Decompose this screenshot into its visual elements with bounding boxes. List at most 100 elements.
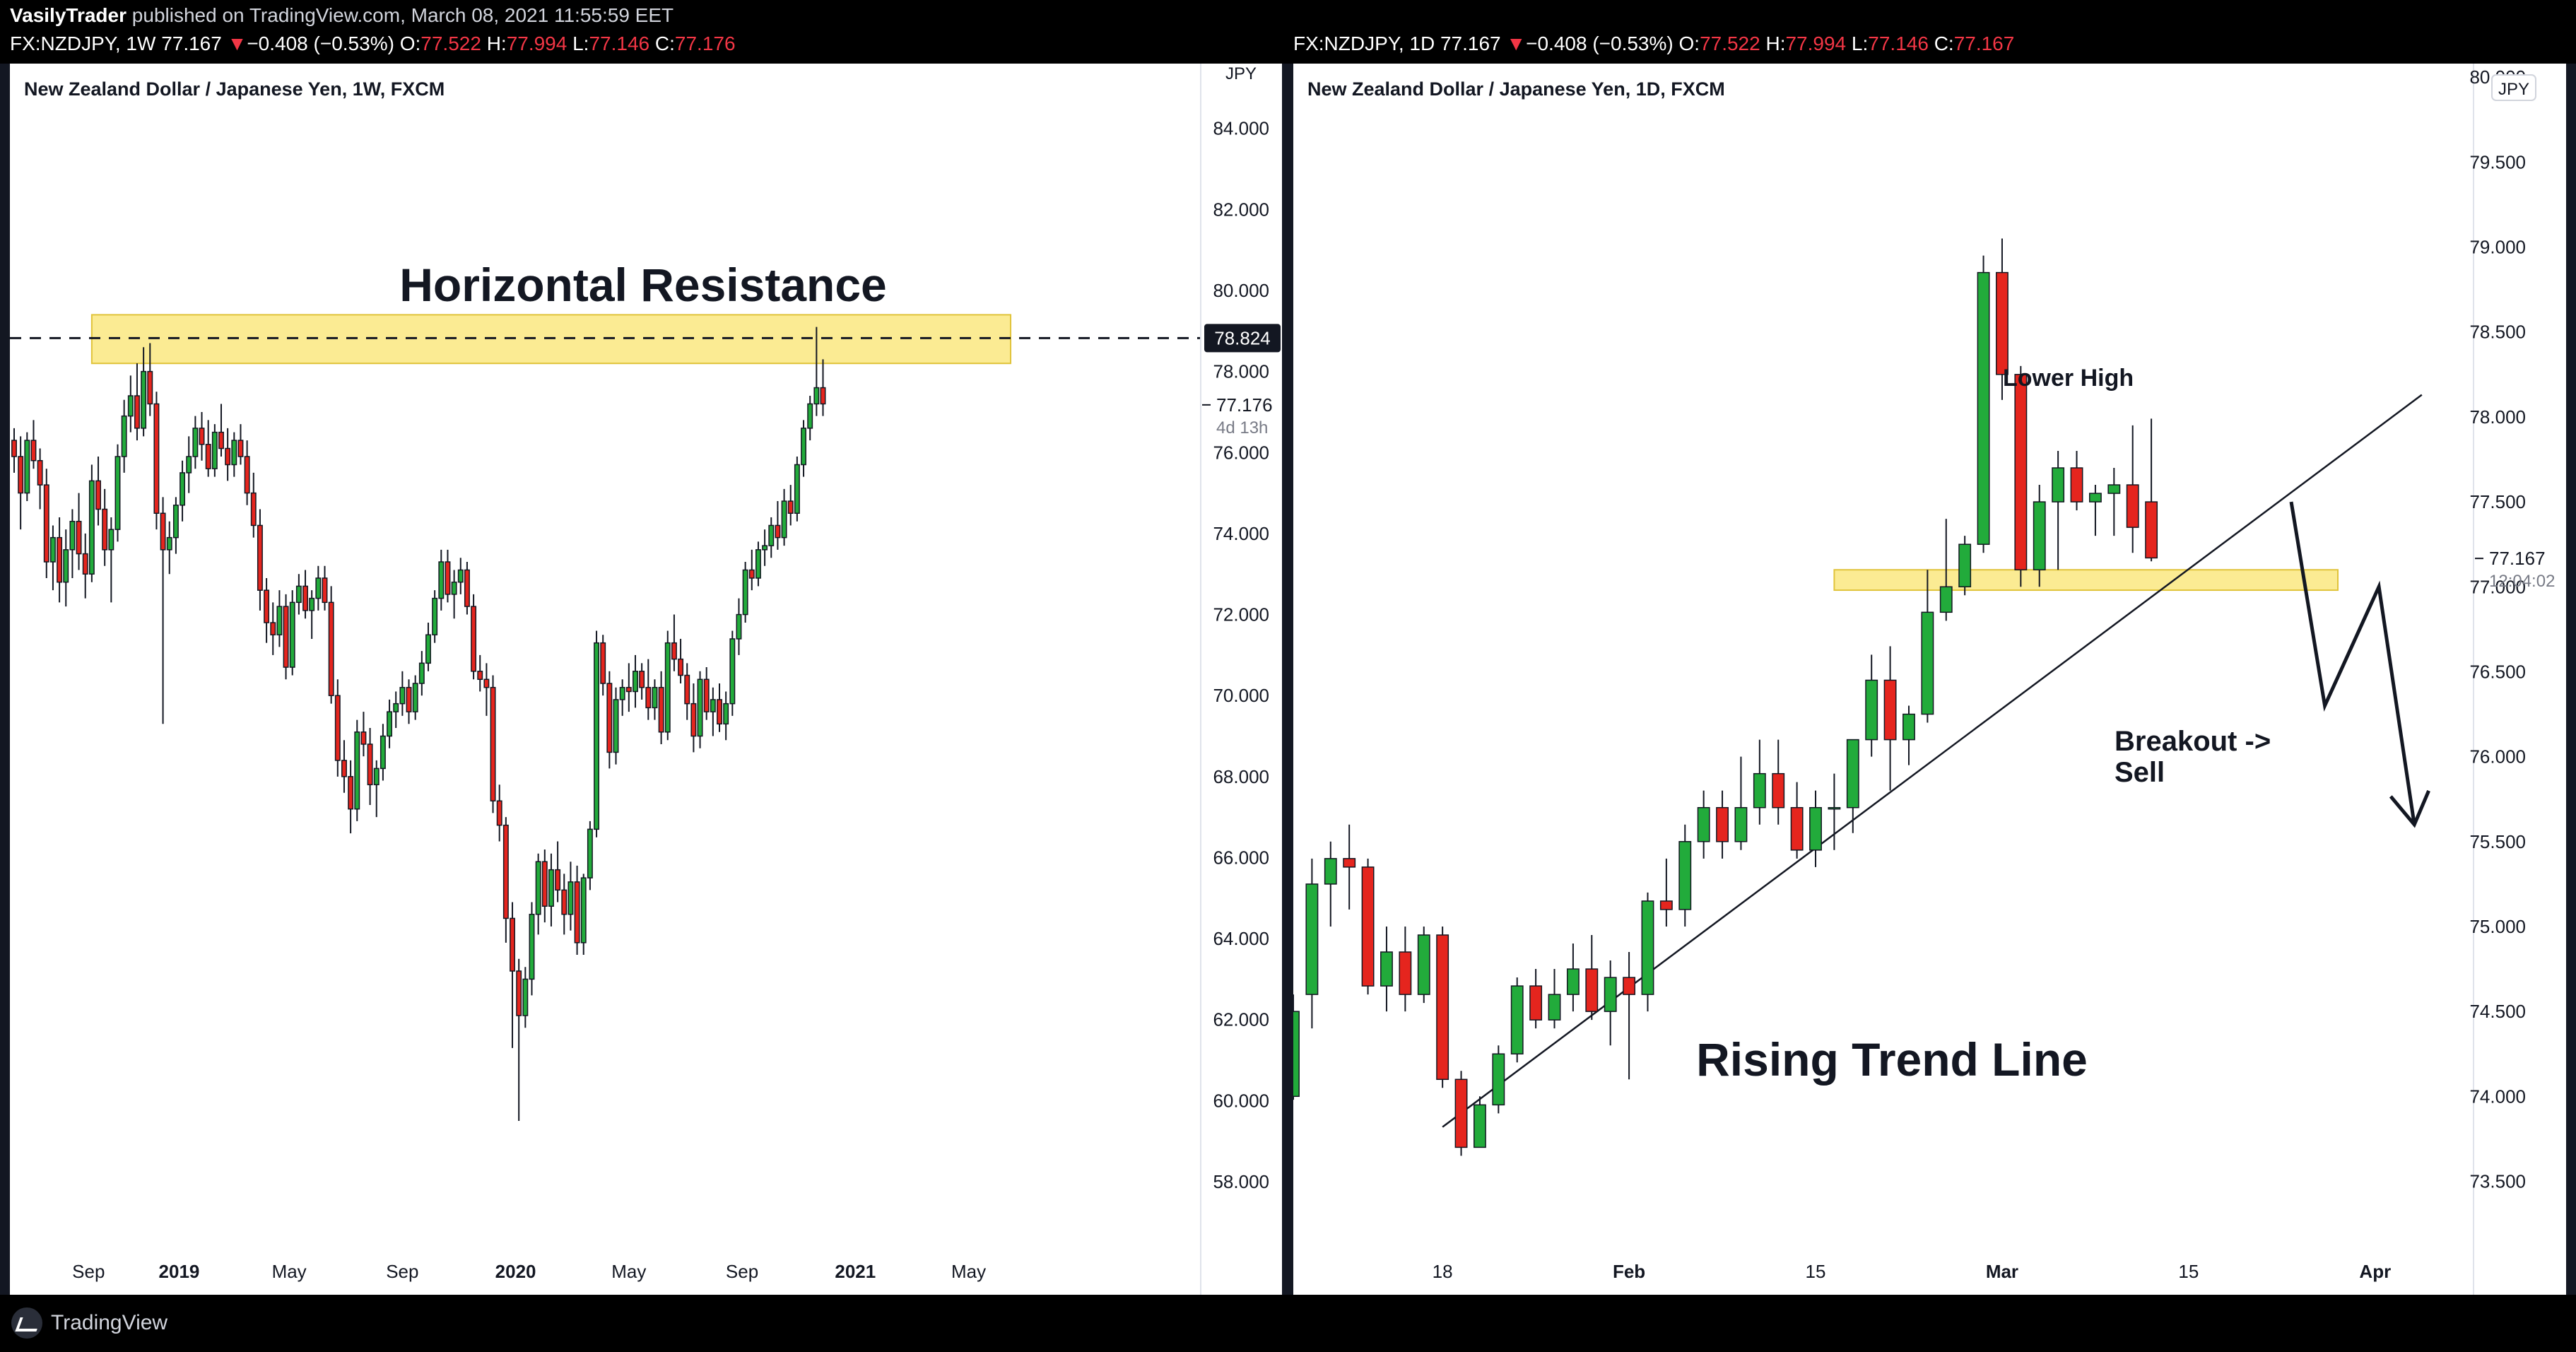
daily-time-axis[interactable]: 18 Feb 15 Mar 15 Apr xyxy=(1433,1261,2392,1282)
candle[interactable] xyxy=(787,485,794,526)
candle[interactable] xyxy=(619,679,625,716)
candle[interactable] xyxy=(664,630,671,741)
candle[interactable] xyxy=(95,457,101,526)
candle[interactable] xyxy=(2052,450,2065,570)
candle[interactable] xyxy=(283,594,289,680)
candle[interactable] xyxy=(432,590,438,643)
candle[interactable] xyxy=(1828,773,1841,850)
candle[interactable] xyxy=(464,562,470,615)
candle[interactable] xyxy=(457,558,464,594)
candle[interactable] xyxy=(1474,1096,1486,1148)
candle[interactable] xyxy=(490,675,496,813)
candle[interactable] xyxy=(502,817,509,943)
candle[interactable] xyxy=(88,464,95,582)
weekly-time-axis[interactable]: Sep 2019 May Sep 2020 May Sep 2021 May xyxy=(72,1261,986,1282)
candle[interactable] xyxy=(742,562,748,623)
candle[interactable] xyxy=(516,958,522,1122)
candle[interactable] xyxy=(373,760,380,818)
candle[interactable] xyxy=(309,590,315,639)
candle[interactable] xyxy=(114,444,121,542)
candle[interactable] xyxy=(134,363,140,441)
candle[interactable] xyxy=(380,724,386,781)
candle[interactable] xyxy=(762,529,768,566)
candle[interactable] xyxy=(1604,960,1617,1046)
author-name[interactable]: VasilyTrader xyxy=(10,4,127,26)
weekly-chart-panel[interactable]: 58.000 60.000 62.000 64.000 66.000 68.000 70.0… xyxy=(10,64,1282,1295)
candle[interactable] xyxy=(354,719,360,821)
rising-trend-line[interactable] xyxy=(1442,394,2423,1128)
candle[interactable] xyxy=(1623,952,1636,1080)
candle[interactable] xyxy=(1902,705,1915,765)
candle[interactable] xyxy=(710,687,716,736)
candle[interactable] xyxy=(483,663,490,716)
candle[interactable] xyxy=(1996,238,2009,400)
candle[interactable] xyxy=(37,448,43,510)
candle[interactable] xyxy=(574,865,580,956)
candle[interactable] xyxy=(2126,425,2139,553)
candle[interactable] xyxy=(1641,892,1654,1012)
candle[interactable] xyxy=(43,469,49,578)
candle[interactable] xyxy=(1399,926,1412,1012)
candle[interactable] xyxy=(1454,1071,1468,1156)
candle[interactable] xyxy=(2145,418,2158,562)
candle[interactable] xyxy=(1865,654,1878,757)
left-symbol[interactable]: FX:NZDJPY, 1W xyxy=(10,33,156,54)
candle[interactable] xyxy=(69,509,76,578)
candle[interactable] xyxy=(510,902,515,1048)
candle[interactable] xyxy=(775,501,781,550)
candle[interactable] xyxy=(1380,926,1393,1012)
candle[interactable] xyxy=(768,517,775,558)
candle[interactable] xyxy=(360,712,367,757)
candle[interactable] xyxy=(30,420,37,469)
candle[interactable] xyxy=(1361,858,1375,995)
right-symbol[interactable]: FX:NZDJPY, 1D xyxy=(1293,33,1435,54)
candle[interactable] xyxy=(690,683,697,753)
candle[interactable] xyxy=(445,549,451,603)
candle[interactable] xyxy=(141,347,147,437)
weekly-price-axis[interactable]: 58.000 60.000 62.000 64.000 66.000 68.000 70.0… xyxy=(1213,118,1269,1192)
candle[interactable] xyxy=(717,683,722,732)
candle[interactable] xyxy=(1417,926,1430,1004)
candle[interactable] xyxy=(244,440,250,505)
candle[interactable] xyxy=(11,428,17,473)
candle[interactable] xyxy=(748,549,755,591)
candle[interactable] xyxy=(57,517,63,603)
candle[interactable] xyxy=(121,399,127,473)
candle[interactable] xyxy=(1436,926,1449,1088)
candle[interactable] xyxy=(561,874,567,935)
candle[interactable] xyxy=(1697,790,1710,859)
candle[interactable] xyxy=(270,602,276,655)
candle[interactable] xyxy=(334,679,341,777)
candle[interactable] xyxy=(1343,824,1356,910)
candle[interactable] xyxy=(393,691,399,729)
candle[interactable] xyxy=(328,586,334,704)
candle[interactable] xyxy=(529,902,535,996)
candle[interactable] xyxy=(1921,570,1934,723)
candle[interactable] xyxy=(76,493,82,570)
candle[interactable] xyxy=(186,436,192,493)
candle[interactable] xyxy=(1958,536,1972,596)
candle[interactable] xyxy=(2033,485,2046,587)
candle[interactable] xyxy=(781,488,787,546)
candle[interactable] xyxy=(639,663,645,700)
candle[interactable] xyxy=(82,533,88,599)
candle[interactable] xyxy=(678,638,684,683)
tradingview-logo[interactable]: TradingView xyxy=(11,1307,167,1339)
candle[interactable] xyxy=(264,577,270,643)
candle[interactable] xyxy=(580,874,587,956)
candle[interactable] xyxy=(471,594,477,680)
candle[interactable] xyxy=(172,497,179,554)
candle[interactable] xyxy=(801,420,806,477)
candle[interactable] xyxy=(2107,468,2121,536)
candle[interactable] xyxy=(1566,943,1580,1012)
candle[interactable] xyxy=(199,411,205,461)
candle[interactable] xyxy=(697,671,703,748)
candle[interactable] xyxy=(127,375,134,433)
candle[interactable] xyxy=(1939,519,1953,621)
candle[interactable] xyxy=(703,667,710,720)
candle[interactable] xyxy=(276,590,283,647)
candle[interactable] xyxy=(613,687,619,765)
candle[interactable] xyxy=(1790,782,1804,859)
candle[interactable] xyxy=(302,570,308,619)
daily-currency-button[interactable] xyxy=(2491,74,2536,101)
